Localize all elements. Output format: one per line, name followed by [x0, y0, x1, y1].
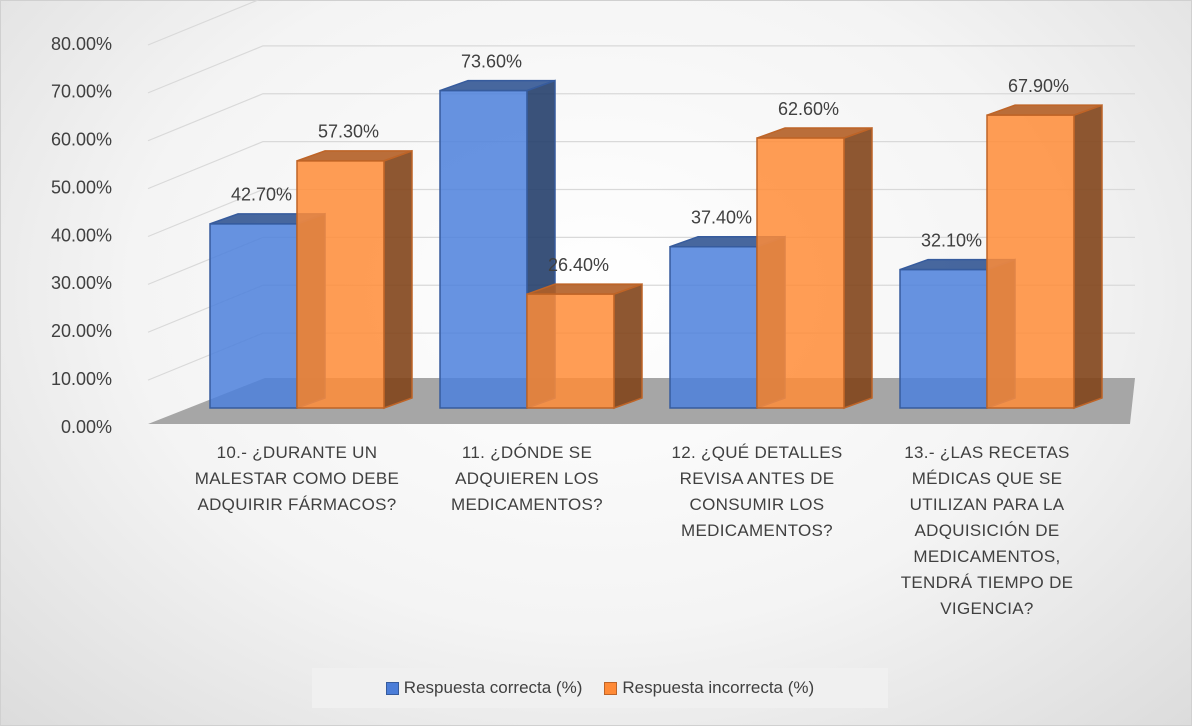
- y-tick-label: 40.00%: [51, 225, 112, 245]
- x-tick-label: 13.- ¿LAS RECETAS MÉDICAS QUE SE UTILIZA…: [900, 443, 1074, 618]
- data-label: 32.10%: [921, 230, 982, 250]
- bar-face: [383, 149, 413, 410]
- bar-face: [613, 283, 643, 410]
- legend-item: Respuesta correcta (%): [385, 678, 583, 698]
- data-label: 42.70%: [231, 185, 292, 205]
- x-tick-label: 12. ¿QUÉ DETALLES REVISA ANTES DE CONSUM…: [671, 443, 843, 540]
- data-label: 67.90%: [1008, 76, 1069, 96]
- y-tick-label: 20.00%: [51, 321, 112, 341]
- bar-face: [439, 89, 528, 409]
- bar-face: [1073, 104, 1103, 410]
- grid-line: [147, 0, 260, 46]
- data-label: 57.30%: [318, 122, 379, 142]
- y-tick-label: 60.00%: [51, 130, 112, 150]
- y-tick-label: 80.00%: [51, 34, 112, 54]
- y-tick-label: 50.00%: [51, 177, 112, 197]
- bar-face: [756, 137, 845, 409]
- x-tick-label: 10.- ¿DURANTE UN MALESTAR COMO DEBE ADQU…: [194, 443, 400, 514]
- y-tick-label: 0.00%: [61, 417, 112, 437]
- data-label: 62.60%: [778, 99, 839, 119]
- data-label: 26.40%: [548, 255, 609, 275]
- bar-face: [526, 293, 615, 409]
- bar: [986, 104, 1103, 410]
- x-tick-label: 11. ¿DÓNDE SE ADQUIEREN LOS MEDICAMENTOS…: [451, 443, 603, 514]
- bar: [756, 126, 873, 410]
- bar-face: [296, 160, 385, 409]
- data-label: 73.60%: [461, 51, 522, 71]
- grid-line: [147, 45, 1135, 94]
- legend-swatch: [604, 681, 618, 695]
- legend-swatch: [385, 681, 399, 695]
- data-label: 37.40%: [691, 207, 752, 227]
- bar-face: [899, 268, 988, 409]
- y-tick-label: 30.00%: [51, 273, 112, 293]
- bar-face: [986, 114, 1075, 409]
- bar: [526, 283, 643, 410]
- bar-face: [669, 245, 758, 409]
- legend: Respuesta correcta (%) Respuesta incorrec…: [312, 668, 888, 708]
- y-tick-label: 10.00%: [51, 369, 112, 389]
- bar-face: [209, 223, 298, 409]
- bar-face: [843, 126, 873, 410]
- bar: [296, 149, 413, 410]
- y-tick-label: 70.00%: [51, 82, 112, 102]
- grid-line: [147, 93, 1135, 142]
- legend-label: Respuesta correcta (%): [403, 678, 583, 697]
- legend-label: Respuesta incorrecta (%): [622, 678, 815, 697]
- legend-item: Respuesta incorrecta (%): [604, 678, 814, 698]
